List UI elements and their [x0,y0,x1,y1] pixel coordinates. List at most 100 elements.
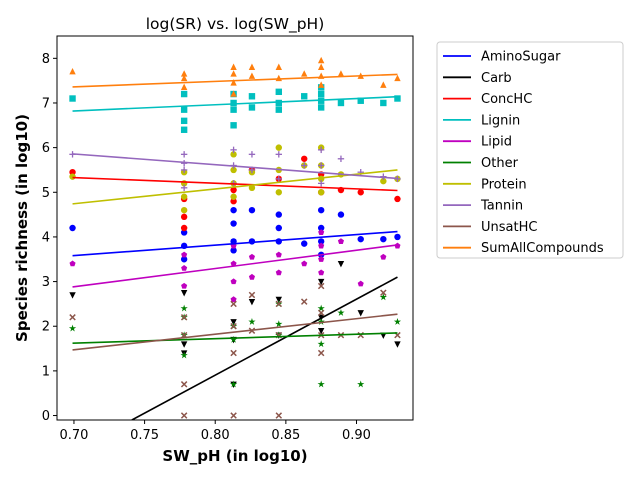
point-protein [230,193,237,200]
point-lignin [180,90,188,98]
point-aminosugar [230,206,237,214]
point-sumallcompounds [180,83,188,91]
point-aminosugar [230,247,237,254]
point-lipid [301,260,308,267]
point-lipid [318,269,325,276]
y-tick-label: 3 [42,275,50,290]
point-tannin [275,151,282,158]
point-sumallcompounds [380,81,387,88]
fit-line-lignin [72,95,398,112]
y-tick-label: 7 [42,96,50,111]
point-conchc [394,195,401,203]
point-unsathc [275,412,283,419]
point-aminosugar [69,224,76,232]
point-lignin [230,106,237,113]
y-tick-label: 1 [42,364,50,379]
point-unsathc [317,349,325,357]
fit-line-tannin [72,153,398,180]
point-unsathc [275,300,283,308]
point-lignin [180,106,188,113]
point-protein [380,177,387,185]
point-tannin [301,162,308,169]
point-sumallcompounds [337,70,345,77]
point-other [229,335,238,343]
point-protein [275,144,282,151]
y-axis-label: Species richness (in log10) [13,114,31,342]
point-aminosugar [301,240,308,247]
point-aminosugar [248,206,256,214]
point-tannin [317,180,325,187]
point-lipid [337,238,344,244]
point-other [180,351,188,359]
fit-line-carb [131,276,398,420]
point-sumallcompounds [230,70,237,77]
point-tannin [275,175,282,183]
y-tick-label: 0 [42,409,50,424]
point-carb [317,278,325,286]
legend-box [436,41,624,259]
point-sumallcompounds [230,63,237,70]
point-unsathc [230,322,237,330]
point-sumallcompounds [317,56,325,64]
point-lignin [275,99,282,107]
point-lipid [318,256,325,262]
legend-item-lipid: Lipid [443,135,512,150]
x-tick-label: 0.75 [130,428,159,443]
point-protein [69,173,76,180]
point-other [317,340,325,348]
legend-item-aminosugar: AminoSugar [443,50,561,65]
point-sumallcompounds [275,74,282,82]
point-conchc [230,186,237,194]
point-other [275,320,283,328]
point-aminosugar [230,220,237,227]
point-lipid [275,269,282,276]
point-lignin [248,104,256,111]
point-lignin [394,95,401,102]
point-other [357,380,365,388]
point-lignin [230,122,237,129]
point-unsathc [180,412,188,419]
point-other [317,380,325,388]
point-lignin [230,99,237,107]
legend-item-carb: Carb [443,71,512,86]
point-carb [337,261,345,268]
point-tannin [180,184,188,192]
x-tick-label: 0.80 [201,428,230,443]
fit-line-lipid [72,244,398,288]
point-sumallcompounds [180,74,188,82]
point-tannin [180,166,188,174]
point-sumallcompounds [301,70,308,77]
point-aminosugar [275,224,282,232]
point-lipid [318,242,325,249]
point-unsathc [180,381,188,388]
point-other [180,304,188,312]
legend-item-lignin: Lignin [443,113,520,128]
x-tick-label: 0.85 [271,428,300,443]
series-protein [69,144,401,214]
point-sumallcompounds [69,68,76,75]
point-sumallcompounds [317,81,325,88]
y-tick-label: 4 [42,230,50,245]
x-tick-label: 0.70 [59,428,88,443]
point-carb [230,319,237,326]
point-lignin [275,106,282,113]
point-lipid [275,251,282,258]
point-lignin [380,99,387,107]
point-tannin [337,155,345,162]
legend-item-other: Other [443,156,519,171]
y-axis-ticks: 0 1 2 3 4 5 6 7 8 [42,52,57,424]
point-lignin [248,93,256,100]
legend-item-protein: Protein [443,177,527,192]
point-sumallcompounds [248,72,256,79]
y-tick-label: 5 [42,186,50,201]
point-protein [230,151,237,158]
point-tannin [180,151,188,158]
point-lignin [357,97,364,104]
point-lipid [380,253,387,260]
point-other [337,309,345,316]
y-tick-label: 8 [42,52,50,67]
point-lipid [318,229,325,236]
point-lipid [248,253,255,260]
legend: AminoSugar Carb ConcHC Lignin Lipid Other Prot… [436,41,624,259]
